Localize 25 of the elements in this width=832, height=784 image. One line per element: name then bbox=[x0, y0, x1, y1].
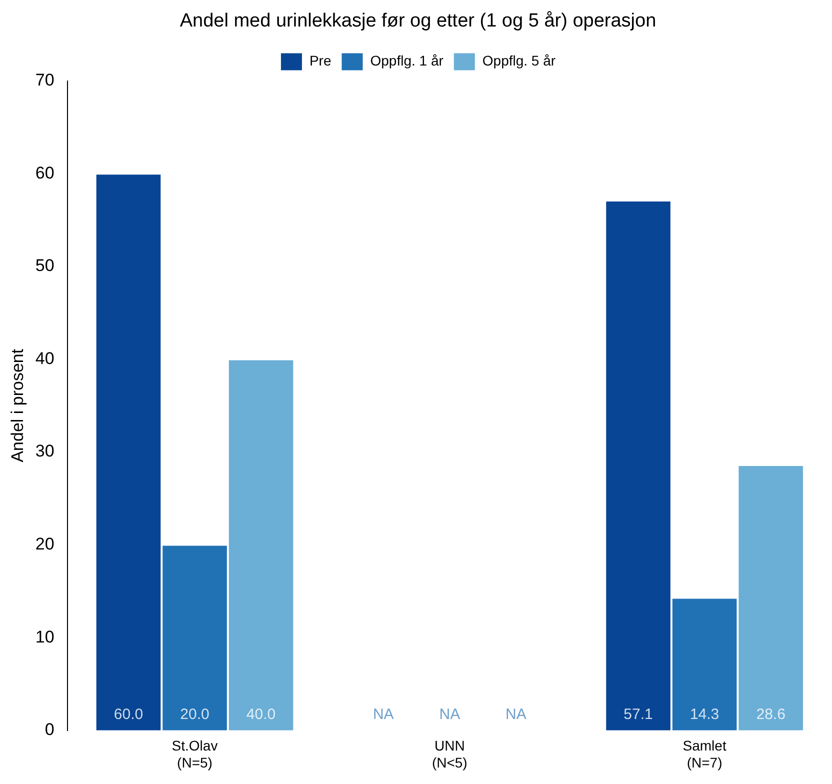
data-label: 28.6 bbox=[756, 706, 786, 724]
y-tick-label: 60 bbox=[35, 163, 54, 182]
data-label: 20.0 bbox=[180, 706, 210, 724]
y-tick-label: 10 bbox=[35, 627, 54, 646]
data-label: 40.0 bbox=[246, 706, 276, 724]
text: NA bbox=[439, 706, 460, 724]
legend-label: Oppflg. 1 år bbox=[370, 52, 444, 69]
x-tick-label: St.Olav (N=5) bbox=[172, 738, 218, 770]
y-tick-label: 50 bbox=[35, 256, 54, 276]
data-label: 60.0 bbox=[114, 706, 144, 724]
legend-label: Oppflg. 5 år bbox=[482, 52, 556, 69]
text: NA bbox=[506, 706, 526, 724]
legend-label: Pre bbox=[309, 52, 332, 69]
y-tick-label: 30 bbox=[35, 442, 54, 461]
data-label: 57.1 bbox=[624, 706, 653, 724]
y-axis-title: Andel i prosent bbox=[8, 348, 27, 462]
x-tick-label: Samlet (N=7) bbox=[682, 738, 726, 770]
chart-title: Andel med urinlekkasje før og etter (1 og 5 år) operasjon bbox=[180, 10, 656, 32]
y-tick-label: 70 bbox=[35, 70, 54, 90]
y-tick-label: 40 bbox=[35, 348, 54, 368]
y-tick-label: 20 bbox=[35, 534, 54, 554]
data-label: 14.3 bbox=[690, 706, 720, 724]
y-tick-label: 0 bbox=[44, 720, 54, 740]
x-tick-label: UNN (N<5) bbox=[432, 738, 468, 770]
text: NA bbox=[372, 706, 394, 724]
